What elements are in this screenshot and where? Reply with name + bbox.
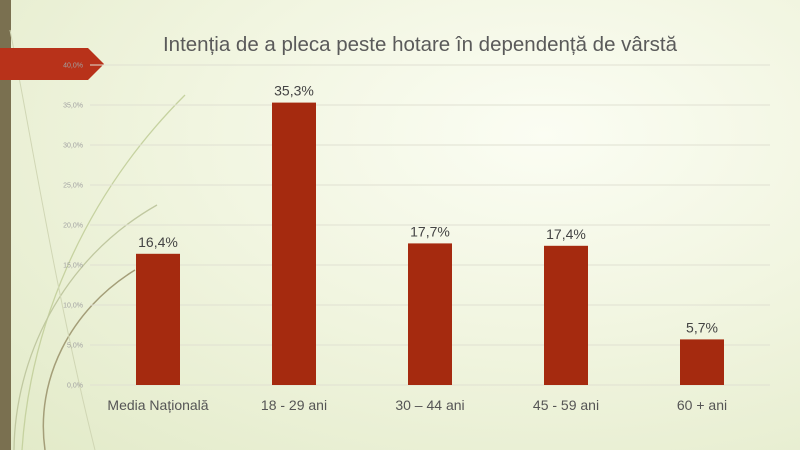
bars bbox=[136, 102, 724, 385]
side-decoration-bar bbox=[0, 0, 11, 450]
data-label: 5,7% bbox=[686, 319, 718, 335]
y-tick-label: 5,0% bbox=[67, 343, 83, 350]
x-tick-label: 18 - 29 ani bbox=[261, 397, 327, 413]
data-labels: 16,4% 35,3% 17,7% 17,4% 5,7% bbox=[138, 83, 718, 336]
data-label: 17,7% bbox=[410, 223, 450, 239]
decorative-curves bbox=[9, 29, 186, 450]
bar bbox=[544, 245, 588, 385]
chart-title: Intenția de a pleca peste hotare în depe… bbox=[163, 33, 678, 56]
y-tick-label: 0,0% bbox=[67, 383, 83, 390]
y-tick-label: 25,0% bbox=[63, 183, 83, 190]
data-label: 17,4% bbox=[546, 226, 586, 242]
y-tick-label: 10,0% bbox=[63, 303, 83, 310]
y-tick-label: 20,0% bbox=[63, 223, 83, 230]
y-axis: 0,0% 5,0% 10,0% 15,0% 20,0% 25,0% 30,0% 35,0% 40… bbox=[63, 63, 83, 390]
y-tick-label: 35,0% bbox=[63, 103, 83, 110]
bar bbox=[408, 243, 452, 385]
gridlines bbox=[90, 64, 770, 386]
data-label: 35,3% bbox=[274, 83, 314, 99]
y-tick-label: 30,0% bbox=[63, 143, 83, 150]
x-tick-label: 45 - 59 ani bbox=[533, 397, 599, 413]
title-arrow-banner bbox=[0, 48, 104, 80]
x-tick-label: 60 + ani bbox=[677, 397, 727, 413]
x-tick-label: 30 – 44 ani bbox=[395, 397, 464, 413]
bar bbox=[136, 253, 180, 385]
x-tick-label: Media Națională bbox=[107, 397, 208, 413]
x-axis: Media Națională 18 - 29 ani 30 – 44 ani 45 … bbox=[107, 397, 727, 413]
y-tick-label: 40,0% bbox=[63, 63, 83, 70]
data-label: 16,4% bbox=[138, 234, 178, 250]
bar bbox=[680, 339, 724, 385]
y-tick-label: 15,0% bbox=[63, 263, 83, 270]
bar bbox=[272, 102, 316, 385]
